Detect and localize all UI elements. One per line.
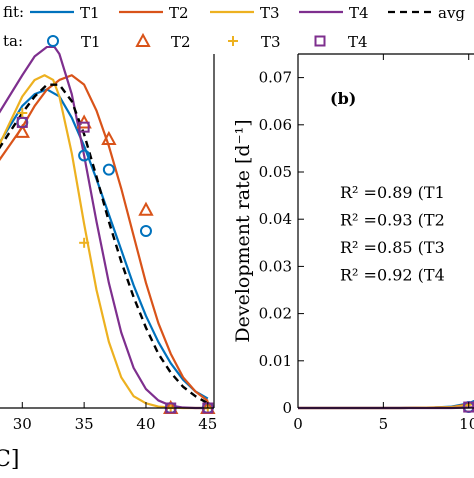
fit-line-t1-a	[0, 88, 209, 400]
legend-fit-label-t4: T4	[349, 4, 369, 22]
data-point-t3-a	[79, 237, 90, 248]
panel-label-b: (b)	[330, 89, 356, 108]
y-tick-label-b: 0.03	[259, 257, 292, 275]
r-squared-annotation-2: R² =0.93 (T2	[340, 211, 445, 230]
x-tick-label-b: 5	[379, 415, 389, 433]
panel-b-fit-lines	[298, 399, 474, 410]
fit-line-avg-a	[0, 83, 209, 405]
legend-fit-label-t3: T3	[260, 4, 280, 22]
fit-line-t3-a	[0, 74, 208, 410]
legend-data-marker-t1	[47, 35, 59, 47]
data-point-t2-a	[138, 201, 154, 216]
data-point-t1-a	[78, 149, 91, 162]
data-point-t1-a	[139, 225, 152, 237]
r-squared-annotation-3: R² =0.85 (T3	[340, 238, 445, 257]
x-axis-title-a: C]	[0, 447, 19, 472]
legend-fit-label-t1: T1	[80, 4, 100, 22]
legend-data-marker-t4	[314, 35, 326, 47]
data-point-t4-a	[78, 121, 90, 133]
fit-line-t2-a	[0, 74, 209, 402]
y-tick-label-b: 0	[282, 399, 292, 417]
data-point-t1-a	[102, 163, 115, 176]
data-point-t3-a	[17, 108, 28, 118]
fit-line-t4-a	[0, 46, 208, 410]
x-tick-label-a: 30	[13, 415, 32, 433]
legend-data-label-t3: T3	[261, 33, 281, 51]
y-tick-label-b: 0.02	[259, 305, 292, 323]
y-tick-label-b: 0.06	[259, 116, 292, 134]
legend-fit-label-avg: avg	[438, 4, 465, 22]
legend-data-label-t4: T4	[348, 33, 368, 51]
x-tick-label-a: 45	[198, 415, 217, 433]
r-squared-annotation-1: R² =0.89 (T1	[340, 183, 445, 202]
x-tick-label-a: 40	[136, 415, 155, 433]
y-tick-label-b: 0.07	[259, 69, 292, 87]
y-tick-label-b: 0.04	[259, 210, 292, 228]
y-tick-label-b: 0.01	[259, 352, 292, 370]
legend-data-label-t1: T1	[81, 33, 101, 51]
legend-data-marker-t2	[135, 32, 151, 47]
panel-b: 0 5 10 0 0.01 0.02 0.03 0.04 0.05 0.06 0.07 Develop…	[232, 53, 474, 433]
data-point-t2-a	[14, 123, 30, 138]
x-tick-label-a: 35	[75, 415, 94, 433]
panel-a-fit-lines	[0, 46, 209, 410]
legend: fit: T1 T2 T3 T4 avg ta: T1 T2 T3 T4	[3, 3, 465, 51]
legend-data-marker-t3	[228, 36, 238, 46]
x-tick-label-b: 10	[459, 415, 474, 433]
legend-fit-label-t2: T2	[169, 4, 189, 22]
r-squared-annotation-4: R² =0.92 (T4	[340, 266, 445, 285]
legend-data-caption: ta:	[3, 32, 23, 50]
fit-line-t1-b	[298, 399, 474, 410]
panel-a-data-points	[14, 108, 216, 414]
data-point-t2-a	[101, 130, 117, 145]
legend-data-label-t2: T2	[171, 33, 191, 51]
fit-line-t3-b	[298, 402, 474, 410]
y-tick-label-b: 0.05	[259, 163, 292, 181]
fit-line-t2-b	[298, 401, 474, 410]
legend-fit-caption: fit:	[3, 3, 24, 21]
panel-a: 30 35 40 45 C]	[0, 46, 217, 472]
y-axis-title-b: Development rate [d⁻¹]	[232, 119, 254, 342]
data-point-t4-a	[16, 116, 28, 128]
x-tick-label-b: 0	[293, 415, 303, 433]
